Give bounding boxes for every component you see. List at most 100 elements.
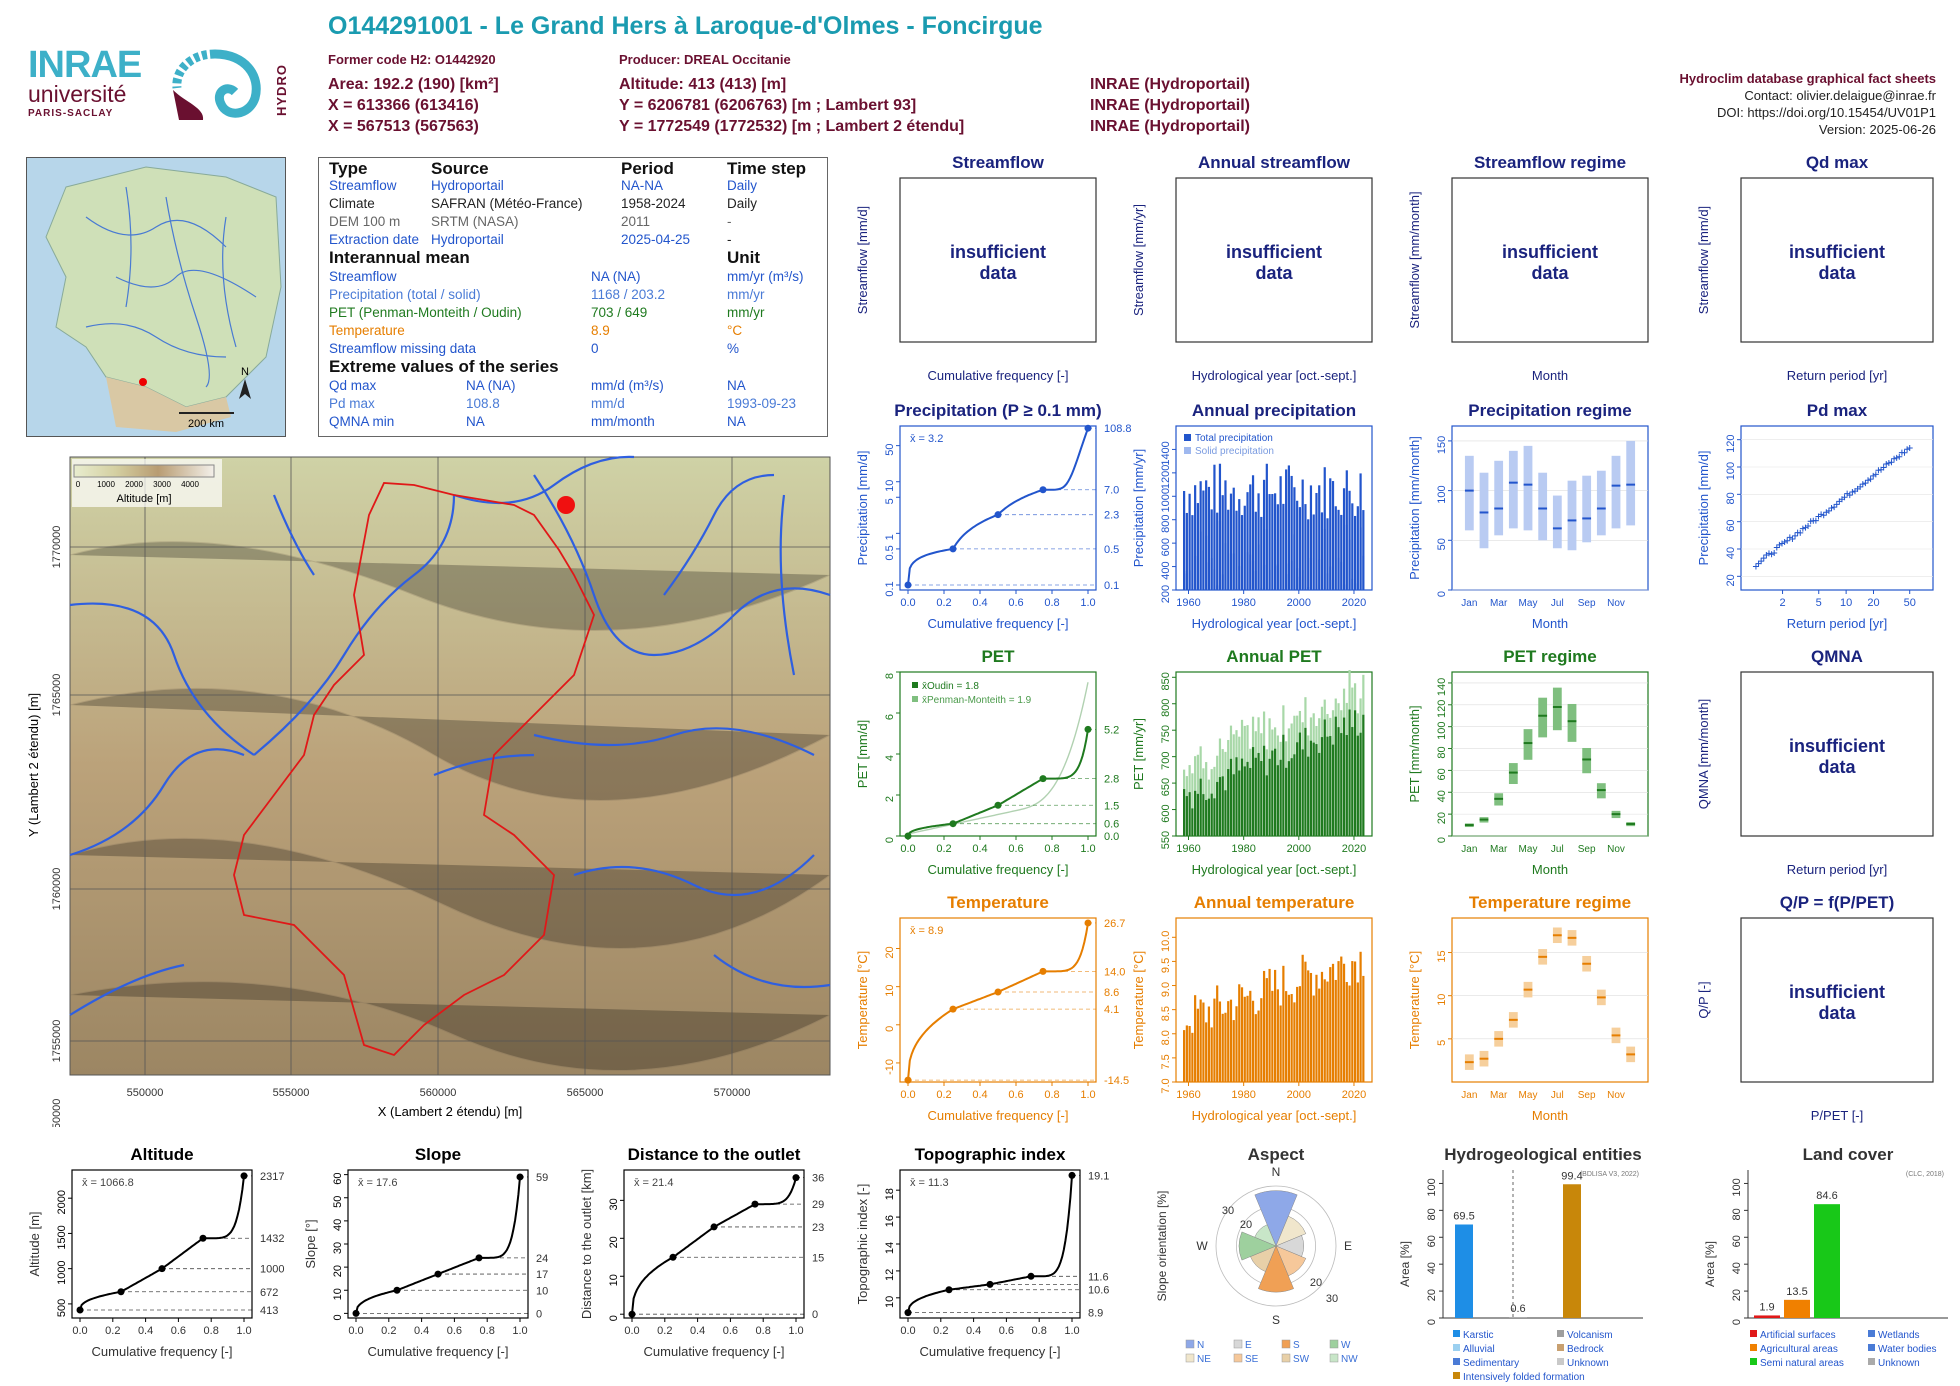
insufficient-data-label: data (979, 263, 1017, 283)
y-axis-label: Streamflow [mm/month] (1407, 191, 1422, 328)
bar (1276, 504, 1279, 590)
bar (1227, 1001, 1230, 1082)
bar (1312, 995, 1315, 1082)
y-tick-label: 30 (608, 1198, 620, 1210)
y-tick-label: 80 (1725, 492, 1737, 504)
x-tick-label: 0.6 (1008, 597, 1023, 609)
insufficient-data-label: insufficient (1502, 242, 1598, 262)
bar (1249, 484, 1252, 590)
altitude-colorbar (73, 464, 215, 478)
source-3: INRAE (Hydroportail) (1090, 118, 1250, 135)
x-tick-label: 1.0 (512, 1325, 527, 1337)
bar (1274, 493, 1277, 590)
y-tick-label: 1 (884, 534, 896, 540)
bar (1331, 744, 1335, 836)
bar (1229, 999, 1233, 1082)
data-point (1872, 471, 1879, 478)
y-axis-label: Temperature [°C] (855, 951, 870, 1049)
y-tick-label: 20 (1731, 1289, 1743, 1301)
legend-swatch (912, 696, 918, 702)
insufficient-data-label: data (1818, 757, 1856, 777)
bar (1210, 793, 1213, 836)
map-frame (69, 456, 831, 1076)
bar (1254, 511, 1257, 590)
bar (1315, 974, 1318, 1082)
extreme-label: Qd max (329, 378, 377, 393)
regime-box (1582, 475, 1592, 543)
bar (1293, 1002, 1296, 1082)
y-tick-label: 100 (1426, 1178, 1438, 1196)
bar (1298, 507, 1302, 590)
x-tick-label: 1960 (1176, 1089, 1200, 1101)
legend-label: Semi natural areas (1760, 1358, 1844, 1369)
y-tick-label: -10 (884, 1059, 896, 1075)
legend-label: Unknown (1878, 1358, 1920, 1369)
bar (1318, 752, 1321, 836)
x-tick-label: 0.2 (933, 1325, 948, 1337)
bar (1251, 1000, 1255, 1082)
data-point (1867, 476, 1874, 483)
bar (1229, 758, 1233, 836)
y-tick-label: 1200 (1160, 465, 1172, 489)
ring-label: 20 (1240, 1219, 1252, 1231)
x-tick-label: Mar (1490, 598, 1508, 609)
right-quantile-label: 2317 (260, 1171, 284, 1183)
bar (1309, 740, 1313, 836)
source-note: (CLC, 2018) (1906, 1171, 1944, 1178)
data-point (1883, 461, 1890, 468)
bar (1359, 473, 1362, 590)
data-point (1776, 541, 1783, 548)
y-tick-label: 50 (884, 444, 896, 456)
bar (1307, 756, 1310, 836)
mean-label: x̄ = 17.6 (358, 1177, 397, 1189)
x-tick-label: 2000 (1287, 843, 1311, 855)
insufficient-data-label: insufficient (1789, 736, 1885, 756)
x-tick-label: 0.0 (624, 1325, 639, 1337)
bar (1183, 1030, 1186, 1082)
y-axis-label: Altitude [m] (27, 1211, 42, 1276)
bar (1342, 963, 1346, 1082)
y-tick-label: 40 (1436, 790, 1448, 802)
mean-label: Temperature (329, 323, 405, 338)
data-point (1891, 455, 1898, 462)
chart-annual_pet: Annual PET PET [mm/yr] Hydrological year [… (1131, 647, 1373, 877)
bar (1304, 727, 1307, 836)
x-axis-label: Hydrological year [oct.-sept.] (1192, 862, 1357, 877)
info-row-ts: - (727, 214, 732, 229)
x-tick-label: Nov (1607, 598, 1625, 609)
bar (1276, 989, 1279, 1082)
bar (1304, 961, 1307, 1082)
bar-secondary (1191, 773, 1194, 836)
bar (1271, 990, 1274, 1082)
bar (1254, 1014, 1257, 1082)
bar (1262, 479, 1266, 590)
rose-slice (1254, 1190, 1298, 1247)
bar (1246, 492, 1249, 590)
y-axis-label: Precipitation [mm/d] (1696, 451, 1711, 566)
chart-title: Streamflow regime (1474, 153, 1626, 172)
legend-tick: 1000 (97, 480, 115, 489)
bar (1282, 734, 1285, 836)
data-point (1768, 551, 1775, 558)
y-axis-label: Precipitation [mm/d] (855, 451, 870, 566)
y-tick-label: 10 (608, 1274, 620, 1286)
plot-area (899, 177, 1097, 343)
chart-distance: Distance to the outlet Distance to the ou… (579, 1145, 824, 1359)
brand-block: Hydroclim database graphical fact sheets… (1680, 70, 1936, 138)
chart-pd_max: Pd max Precipitation [mm/d] Return period … (1696, 401, 1934, 631)
bar (1359, 951, 1362, 1082)
y-tick-label: 40 (1426, 1262, 1438, 1274)
legend-label: Unknown (1567, 1358, 1609, 1369)
ring-label: 30 (1326, 1293, 1338, 1305)
data-point (1820, 512, 1827, 519)
x-tick-label: 1960 (1176, 597, 1200, 609)
regime-box (1479, 472, 1489, 549)
compass-label: N (1272, 1165, 1281, 1179)
y-tick-label: 150 (1436, 436, 1448, 454)
mean-unit: mm/yr (m³/s) (727, 269, 804, 284)
mean-unit: % (727, 341, 740, 356)
data-point (1807, 518, 1814, 525)
